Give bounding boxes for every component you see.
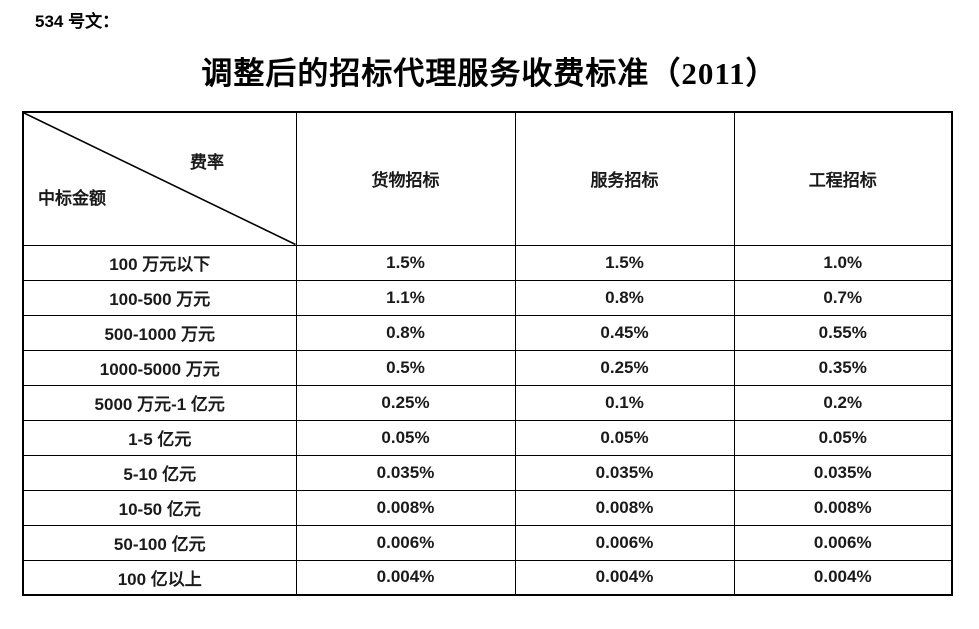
fee-cell: 0.006% — [295, 524, 516, 561]
fee-cell: 0.7% — [733, 279, 953, 316]
amount-range-cell: 100-500 万元 — [22, 279, 297, 316]
fee-cell: 0.05% — [295, 419, 516, 456]
diagonal-divider-line — [24, 113, 296, 245]
corner-label-rate: 费率 — [190, 153, 224, 172]
fee-cell: 0.008% — [295, 489, 516, 526]
fee-cell: 1.0% — [733, 244, 953, 281]
fee-cell: 0.2% — [733, 384, 953, 421]
fee-cell: 0.004% — [295, 559, 516, 596]
table-row: 1-5 亿元 0.05% 0.05% 0.05% — [22, 419, 953, 456]
table-row: 50-100 亿元 0.006% 0.006% 0.006% — [22, 524, 953, 561]
amount-range-cell: 100 万元以下 — [22, 244, 297, 281]
fee-cell: 0.05% — [514, 419, 735, 456]
column-header-engineering: 工程招标 — [733, 111, 953, 246]
column-header-goods: 货物招标 — [295, 111, 516, 246]
fee-cell: 0.035% — [295, 454, 516, 491]
table-row: 100 亿以上 0.004% 0.004% 0.004% — [22, 559, 953, 596]
amount-range-cell: 100 亿以上 — [22, 559, 297, 596]
amount-range-cell: 50-100 亿元 — [22, 524, 297, 561]
amount-range-cell: 5-10 亿元 — [22, 454, 297, 491]
fee-cell: 1.1% — [295, 279, 516, 316]
table-row: 100-500 万元 1.1% 0.8% 0.7% — [22, 279, 953, 316]
corner-label-amount: 中标金额 — [38, 188, 106, 208]
table-header-row: 费率 中标金额 货物招标 服务招标 工程招标 — [22, 111, 953, 246]
fee-cell: 0.1% — [514, 384, 735, 421]
fee-cell: 0.004% — [514, 559, 735, 596]
fee-cell: 1.5% — [514, 244, 735, 281]
fee-cell: 0.05% — [733, 419, 953, 456]
fee-cell: 0.35% — [733, 349, 953, 386]
fee-cell: 0.008% — [733, 489, 953, 526]
amount-range-cell: 10-50 亿元 — [22, 489, 297, 526]
table-row: 5000 万元-1 亿元 0.25% 0.1% 0.2% — [22, 384, 953, 421]
amount-range-cell: 1000-5000 万元 — [22, 349, 297, 386]
table-row: 5-10 亿元 0.035% 0.035% 0.035% — [22, 454, 953, 491]
fee-cell: 0.006% — [514, 524, 735, 561]
fee-cell: 0.25% — [295, 384, 516, 421]
amount-range-cell: 500-1000 万元 — [22, 314, 297, 351]
fee-cell: 0.008% — [514, 489, 735, 526]
fee-cell: 0.006% — [733, 524, 953, 561]
table-row: 100 万元以下 1.5% 1.5% 1.0% — [22, 244, 953, 281]
column-header-services: 服务招标 — [514, 111, 735, 246]
page-title: 调整后的招标代理服务收费标准（2011） — [201, 56, 778, 91]
fee-table: 费率 中标金额 货物招标 服务招标 工程招标 100 万元以下 1.5% 1.5… — [22, 111, 953, 596]
fee-cell: 1.5% — [295, 244, 516, 281]
amount-range-cell: 1-5 亿元 — [22, 419, 297, 456]
fee-cell: 0.004% — [733, 559, 953, 596]
fee-cell: 0.035% — [514, 454, 735, 491]
table-row: 10-50 亿元 0.008% 0.008% 0.008% — [22, 489, 953, 526]
amount-range-cell: 5000 万元-1 亿元 — [22, 384, 297, 421]
corner-header-cell: 费率 中标金额 — [22, 111, 297, 246]
fee-cell: 0.45% — [514, 314, 735, 351]
fee-cell: 0.55% — [733, 314, 953, 351]
doc-number: 534 号文： — [35, 12, 120, 31]
fee-cell: 0.5% — [295, 349, 516, 386]
fee-cell: 0.8% — [514, 279, 735, 316]
table-row: 1000-5000 万元 0.5% 0.25% 0.35% — [22, 349, 953, 386]
fee-cell: 0.25% — [514, 349, 735, 386]
fee-cell: 0.8% — [295, 314, 516, 351]
table-row: 500-1000 万元 0.8% 0.45% 0.55% — [22, 314, 953, 351]
fee-cell: 0.035% — [733, 454, 953, 491]
